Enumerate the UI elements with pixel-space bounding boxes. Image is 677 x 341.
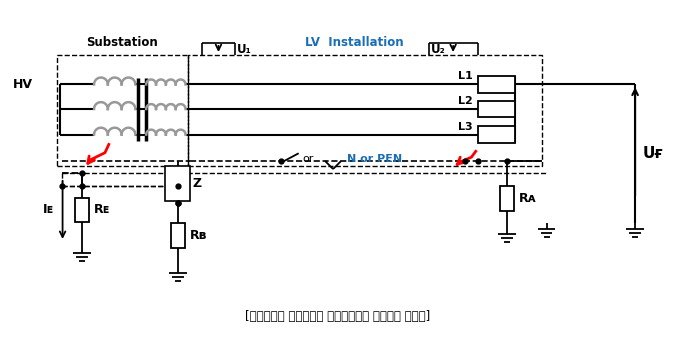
Text: Rᴇ: Rᴇ <box>94 203 110 216</box>
Bar <box>75 197 89 222</box>
Text: L2: L2 <box>458 96 473 106</box>
Bar <box>165 166 190 201</box>
Text: Substation: Substation <box>86 36 158 49</box>
Bar <box>478 76 515 93</box>
Text: LV  Installation: LV Installation <box>305 36 404 49</box>
Bar <box>57 55 188 166</box>
Text: U₂: U₂ <box>431 43 445 56</box>
Text: or: or <box>303 154 314 164</box>
Text: Uғ: Uғ <box>643 146 663 161</box>
Text: HV: HV <box>14 78 33 91</box>
Bar <box>478 126 515 143</box>
Bar <box>478 101 515 117</box>
Bar <box>188 55 542 166</box>
Text: Z: Z <box>192 177 202 190</box>
Text: L1: L1 <box>458 72 473 81</box>
Bar <box>500 186 514 211</box>
Text: L3: L3 <box>458 122 473 132</box>
Text: N or PEN: N or PEN <box>347 154 402 164</box>
Text: Iᴇ: Iᴇ <box>43 203 55 216</box>
Text: [고압계통의 지락사고시 저압계통에서 발생하는 과전압]: [고압계통의 지락사고시 저압계통에서 발생하는 과전압] <box>245 310 431 324</box>
Text: Rᴀ: Rᴀ <box>519 192 537 205</box>
Bar <box>171 223 185 248</box>
Text: U₁: U₁ <box>237 43 251 56</box>
Text: Rʙ: Rʙ <box>190 229 207 242</box>
